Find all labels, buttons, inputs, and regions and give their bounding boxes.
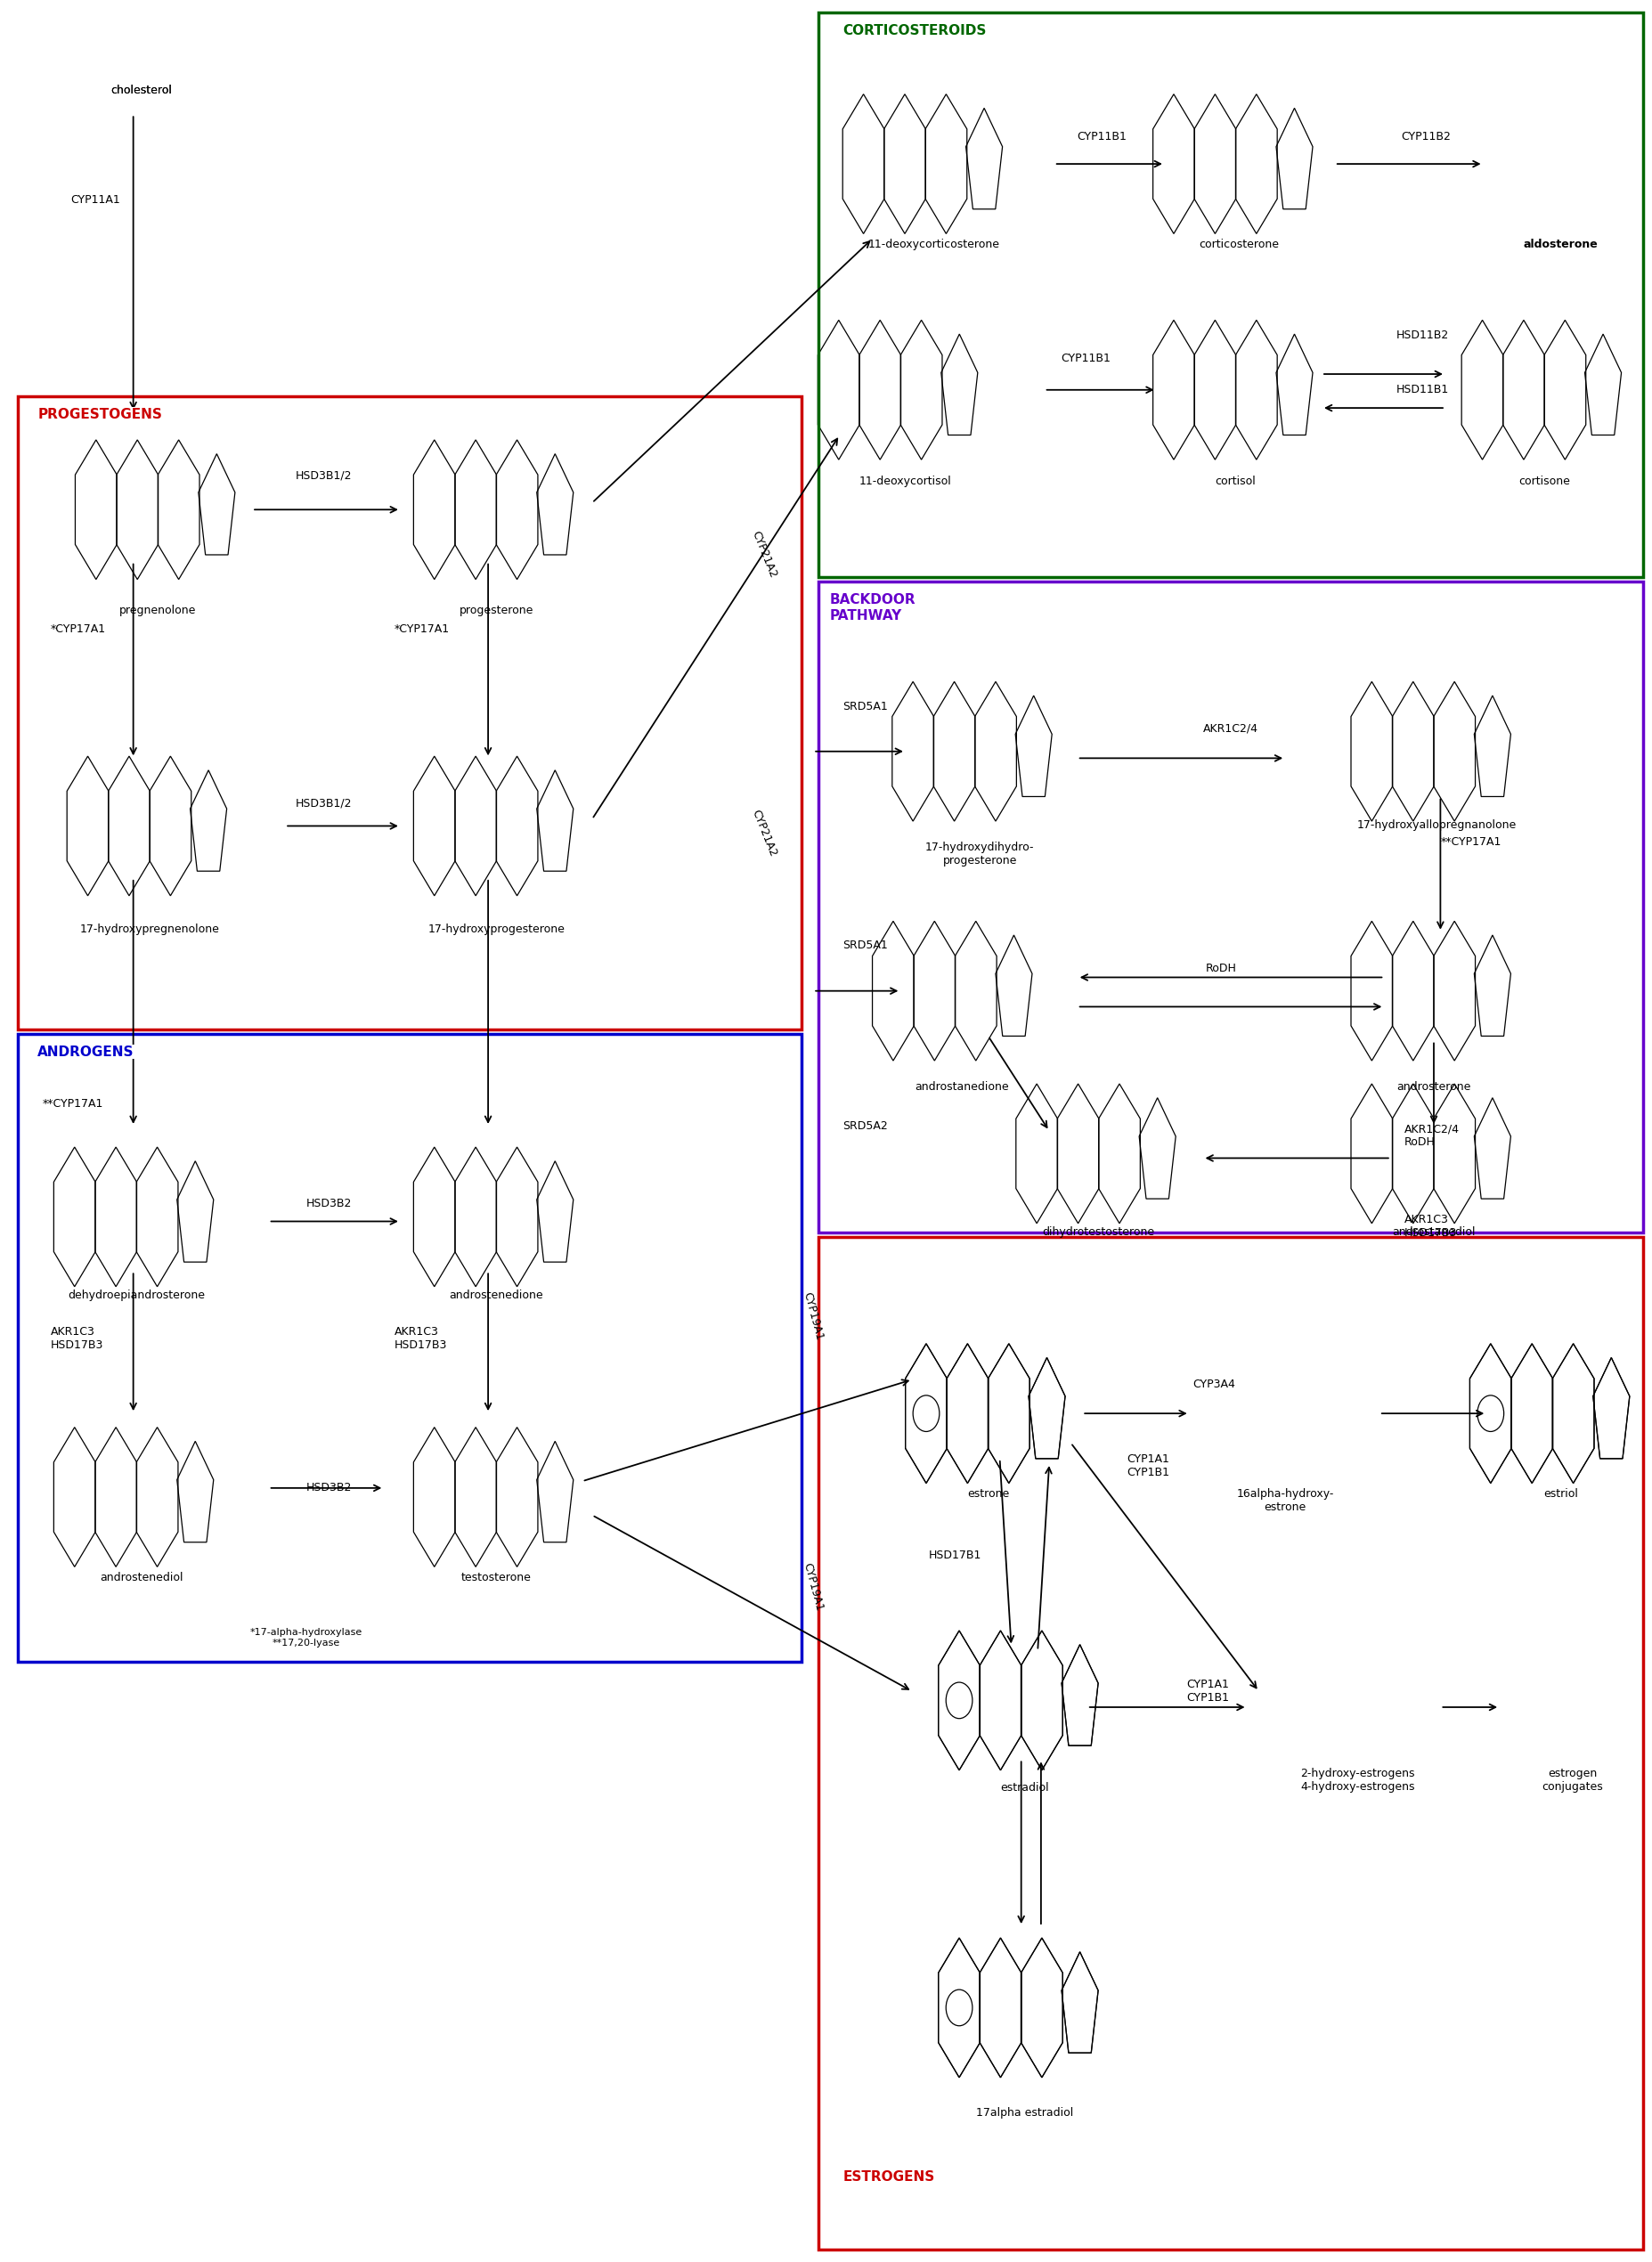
Text: HSD17B1: HSD17B1 [928,1549,981,1561]
Text: 17-hydroxydihydro-
progesterone: 17-hydroxydihydro- progesterone [925,841,1034,866]
Text: CYP21A2: CYP21A2 [748,808,778,857]
Text: 17-hydroxyallopregnanolone: 17-hydroxyallopregnanolone [1356,819,1517,830]
Text: ESTROGENS: ESTROGENS [843,2169,935,2183]
Text: SRD5A1: SRD5A1 [843,701,887,713]
Text: 17-hydroxyprogesterone: 17-hydroxyprogesterone [428,923,565,934]
Text: androstanediol: androstanediol [1391,1226,1475,1237]
Text: *CYP17A1: *CYP17A1 [393,624,449,636]
Text: HSD11B1: HSD11B1 [1394,385,1447,396]
Text: AKR1C3
HSD17B3: AKR1C3 HSD17B3 [51,1326,104,1350]
Text: androsterone: androsterone [1396,1081,1470,1093]
Text: testosterone: testosterone [461,1572,532,1583]
Text: RoDH: RoDH [1206,964,1236,975]
Text: AKR1C2/4
RoDH: AKR1C2/4 RoDH [1403,1122,1459,1149]
Text: CYP11B2: CYP11B2 [1399,131,1450,143]
Text: CYP11A1: CYP11A1 [71,195,121,206]
Bar [18,396,801,1029]
Text: 17alpha estradiol: 17alpha estradiol [975,2108,1072,2119]
Text: estrogen
conjugates: estrogen conjugates [1541,1769,1602,1794]
Text: estradiol: estradiol [999,1782,1049,1794]
Text: PROGESTOGENS: PROGESTOGENS [38,407,162,421]
Text: androstenediol: androstenediol [99,1572,183,1583]
Text: corticosterone: corticosterone [1198,238,1279,251]
Text: **CYP17A1: **CYP17A1 [43,1097,104,1111]
Text: **CYP17A1: **CYP17A1 [1439,837,1500,848]
Text: *17-alpha-hydroxylase
**17,20-lyase: *17-alpha-hydroxylase **17,20-lyase [249,1629,362,1647]
Text: HSD3B2: HSD3B2 [306,1197,352,1210]
Text: androstanedione: androstanedione [914,1081,1008,1093]
Text: ANDROGENS: ANDROGENS [38,1045,134,1059]
Text: estrone: estrone [966,1488,1009,1500]
Text: HSD3B2: HSD3B2 [306,1482,352,1493]
Text: progesterone: progesterone [459,604,534,615]
Bar [818,14,1642,577]
Text: estriol: estriol [1543,1488,1578,1500]
Text: CYP21A2: CYP21A2 [748,529,778,579]
Text: 11-deoxycorticosterone: 11-deoxycorticosterone [867,238,999,251]
Text: dehydroepiandrosterone: dehydroepiandrosterone [68,1289,205,1301]
Bar [818,1237,1642,2248]
Text: AKR1C3
HSD17B3: AKR1C3 HSD17B3 [1403,1212,1455,1237]
Text: CYP19A1: CYP19A1 [801,1292,824,1341]
Text: *CYP17A1: *CYP17A1 [51,624,106,636]
Text: cortisone: cortisone [1518,475,1569,486]
Text: pregnenolone: pregnenolone [119,604,197,615]
Text: dihydrotestosterone: dihydrotestosterone [1042,1226,1155,1237]
Text: CYP11B1: CYP11B1 [1061,353,1110,364]
Text: 2-hydroxy-estrogens
4-hydroxy-estrogens: 2-hydroxy-estrogens 4-hydroxy-estrogens [1300,1769,1414,1794]
Text: 16alpha-hydroxy-
estrone: 16alpha-hydroxy- estrone [1236,1488,1333,1513]
Text: cholesterol: cholesterol [111,86,172,97]
Text: CYP1A1
CYP1B1: CYP1A1 CYP1B1 [1186,1678,1229,1703]
Text: BACKDOOR
PATHWAY: BACKDOOR PATHWAY [829,593,915,622]
Text: HSD3B1/2: HSD3B1/2 [294,798,352,810]
Bar [18,1034,801,1663]
Text: CYP1A1
CYP1B1: CYP1A1 CYP1B1 [1127,1452,1170,1477]
Text: AKR1C3
HSD17B3: AKR1C3 HSD17B3 [393,1326,446,1350]
Bar [818,581,1642,1233]
Text: androstenedione: androstenedione [449,1289,544,1301]
Text: SRD5A2: SRD5A2 [843,1120,887,1133]
Text: HSD11B2: HSD11B2 [1394,330,1447,342]
Text: cholesterol: cholesterol [111,86,172,97]
Text: HSD3B1/2: HSD3B1/2 [294,470,352,482]
Text: CYP11B1: CYP11B1 [1077,131,1127,143]
Text: AKR1C2/4: AKR1C2/4 [1203,724,1257,735]
Text: cortisol: cortisol [1214,475,1256,486]
Text: aldosterone: aldosterone [1523,238,1597,251]
Text: CORTICOSTEROIDS: CORTICOSTEROIDS [843,25,986,36]
Text: CYP19A1: CYP19A1 [801,1563,824,1613]
Text: SRD5A1: SRD5A1 [843,941,887,952]
Text: CYP3A4: CYP3A4 [1193,1378,1234,1389]
Text: 17-hydroxypregnenolone: 17-hydroxypregnenolone [79,923,220,934]
Text: 11-deoxycortisol: 11-deoxycortisol [859,475,952,486]
